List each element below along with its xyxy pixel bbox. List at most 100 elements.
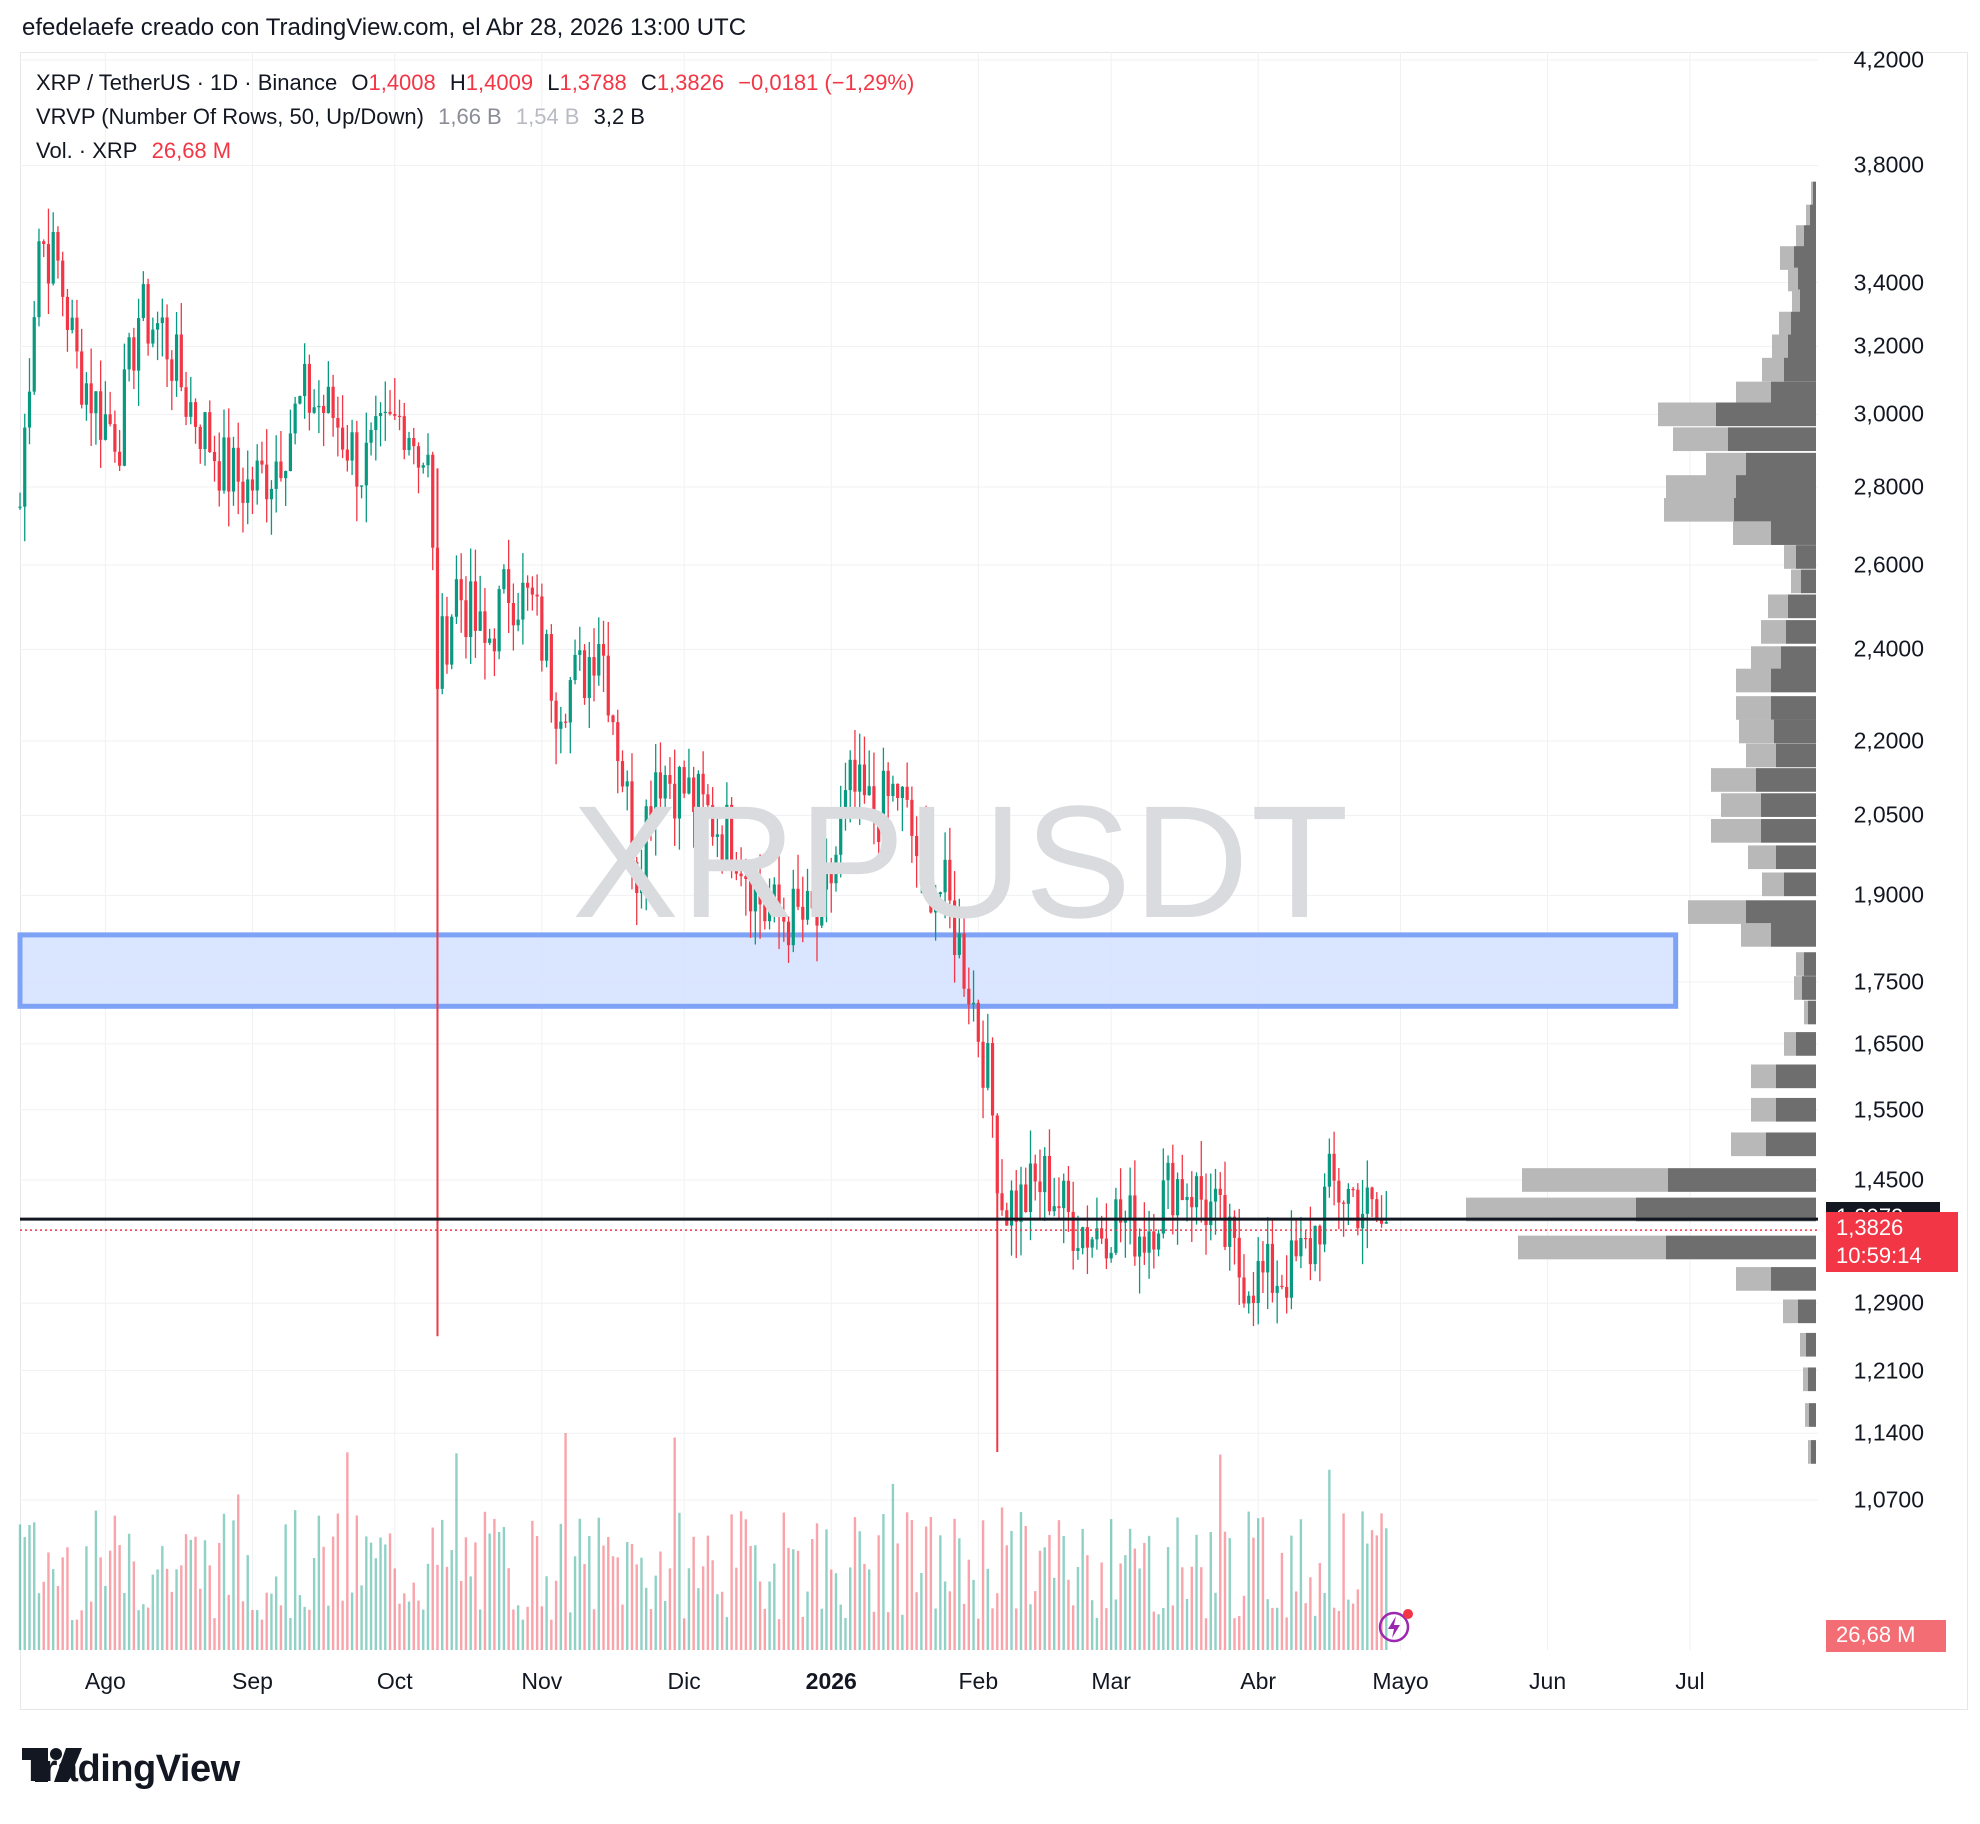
legend-volume-label[interactable]: Vol. · XRP <box>36 138 138 163</box>
candle-body <box>568 680 572 723</box>
volume-profile-row-down <box>1810 204 1816 229</box>
legend-ohlc-row[interactable]: XRP / TetherUS · 1D · Binance O1,4008 H1… <box>36 70 922 96</box>
candle-body <box>1289 1240 1294 1298</box>
volume-profile-row-down <box>1798 267 1816 292</box>
volume-bar <box>1076 1566 1080 1650</box>
candle-body <box>720 834 724 860</box>
volume-profile-row-up <box>1736 381 1771 406</box>
candle-body <box>677 767 682 819</box>
volume-bar <box>796 1550 800 1650</box>
volume-bar <box>474 1542 477 1650</box>
candle-body <box>269 488 274 500</box>
volume-bar <box>853 1517 857 1650</box>
legend-vrvp-label[interactable]: VRVP (Number Of Rows, 50, Up/Down) <box>36 104 424 129</box>
volume-profile-row-up <box>1804 1000 1808 1025</box>
volume-bar <box>488 1533 491 1650</box>
volume-bar <box>597 1517 600 1650</box>
volume-profile-row-down <box>1800 289 1816 314</box>
volume-profile-row-up <box>1733 521 1771 545</box>
price-tick-label: 2,2000 <box>1853 727 1924 754</box>
volume-profile-row-up <box>1806 204 1810 229</box>
candle-body <box>1156 1233 1161 1250</box>
candle-body <box>369 430 373 443</box>
volume-bar <box>1147 1535 1151 1650</box>
lightning-icon[interactable] <box>1377 1607 1415 1645</box>
volume-profile-row-down <box>1781 646 1816 670</box>
candle-body <box>1308 1238 1312 1265</box>
candle-body <box>488 638 492 643</box>
candle-body <box>910 799 914 836</box>
candle-body <box>962 933 966 989</box>
volume-profile-row-down <box>1771 668 1816 693</box>
volume-bar <box>701 1566 705 1650</box>
candle-body <box>1294 1240 1298 1257</box>
candle-body <box>862 764 867 796</box>
candle-body <box>412 438 416 447</box>
volume-profile-row-up <box>1800 1332 1806 1357</box>
volume-bar <box>441 1519 444 1650</box>
volume-bar <box>1219 1454 1222 1650</box>
volume-profile-row-down <box>1776 1097 1816 1122</box>
volume-bar <box>1204 1618 1208 1650</box>
volume-profile-row-up <box>1784 545 1796 569</box>
volume-bar <box>1038 1550 1042 1650</box>
volume-bar <box>706 1535 710 1650</box>
candle-body <box>279 461 283 479</box>
legend-symbol[interactable]: XRP / TetherUS · 1D · Binance <box>36 70 338 95</box>
volume-profile-row-up <box>1803 1367 1808 1392</box>
candle-body <box>1223 1195 1227 1247</box>
volume-profile-row-up <box>1796 952 1804 976</box>
volume-bar <box>920 1573 923 1650</box>
tradingview-logo[interactable]: TradingView <box>22 1748 240 1791</box>
volume-bar <box>1128 1528 1132 1650</box>
price-tick-label: 3,0000 <box>1853 400 1924 427</box>
volume-bar <box>1252 1537 1255 1650</box>
candle-body <box>23 427 27 507</box>
volume-profile-row-up <box>1731 1132 1766 1157</box>
volume-bar <box>1133 1548 1137 1650</box>
volume-bar <box>1351 1603 1355 1650</box>
candle-body <box>1137 1236 1142 1257</box>
candle-body <box>431 454 435 548</box>
volume-bar <box>948 1591 952 1650</box>
price-tick-label: 1,0700 <box>1853 1486 1924 1513</box>
candle-body <box>706 794 710 806</box>
candle-body <box>122 369 126 466</box>
candle-body <box>141 284 145 319</box>
volume-bar <box>355 1515 359 1650</box>
volume-bar <box>322 1546 325 1650</box>
candle-body <box>758 880 762 905</box>
time-tick-label: Feb <box>958 1668 999 1694</box>
volume-bar <box>924 1526 928 1650</box>
candle-body <box>469 581 473 638</box>
candle-body <box>1024 1184 1028 1213</box>
volume-bar <box>365 1536 368 1650</box>
volume-bar <box>47 1552 50 1650</box>
volume-bar <box>66 1547 69 1650</box>
candle-body <box>815 908 819 926</box>
volume-profile-row-down <box>1761 819 1816 843</box>
volume-profile-row-down <box>1776 1064 1816 1089</box>
volume-profile-row-down <box>1734 497 1816 522</box>
volume-profile-row-up <box>1805 1403 1809 1427</box>
volume-bar <box>545 1576 548 1650</box>
candle-body <box>61 260 65 297</box>
candle-body <box>255 460 259 491</box>
volume-bar <box>820 1608 823 1650</box>
candle-body <box>867 786 871 796</box>
volume-profile-row-down <box>1809 1403 1816 1427</box>
volume-profile-row-up <box>1741 923 1771 947</box>
legend-volume-row[interactable]: Vol. · XRP 26,68 M <box>36 138 239 164</box>
volume-bar <box>213 1618 216 1650</box>
volume-bar <box>156 1569 159 1650</box>
time-tick-label: Sep <box>231 1668 273 1694</box>
candle-body <box>635 861 639 894</box>
candle-body <box>597 643 601 676</box>
volume-bar <box>977 1618 980 1650</box>
volume-bar <box>739 1511 743 1650</box>
volume-bar <box>445 1566 449 1650</box>
legend-vrvp-row[interactable]: VRVP (Number Of Rows, 50, Up/Down) 1,66 … <box>36 104 653 130</box>
volume-bar <box>697 1588 700 1650</box>
volume-bar <box>1304 1603 1307 1650</box>
